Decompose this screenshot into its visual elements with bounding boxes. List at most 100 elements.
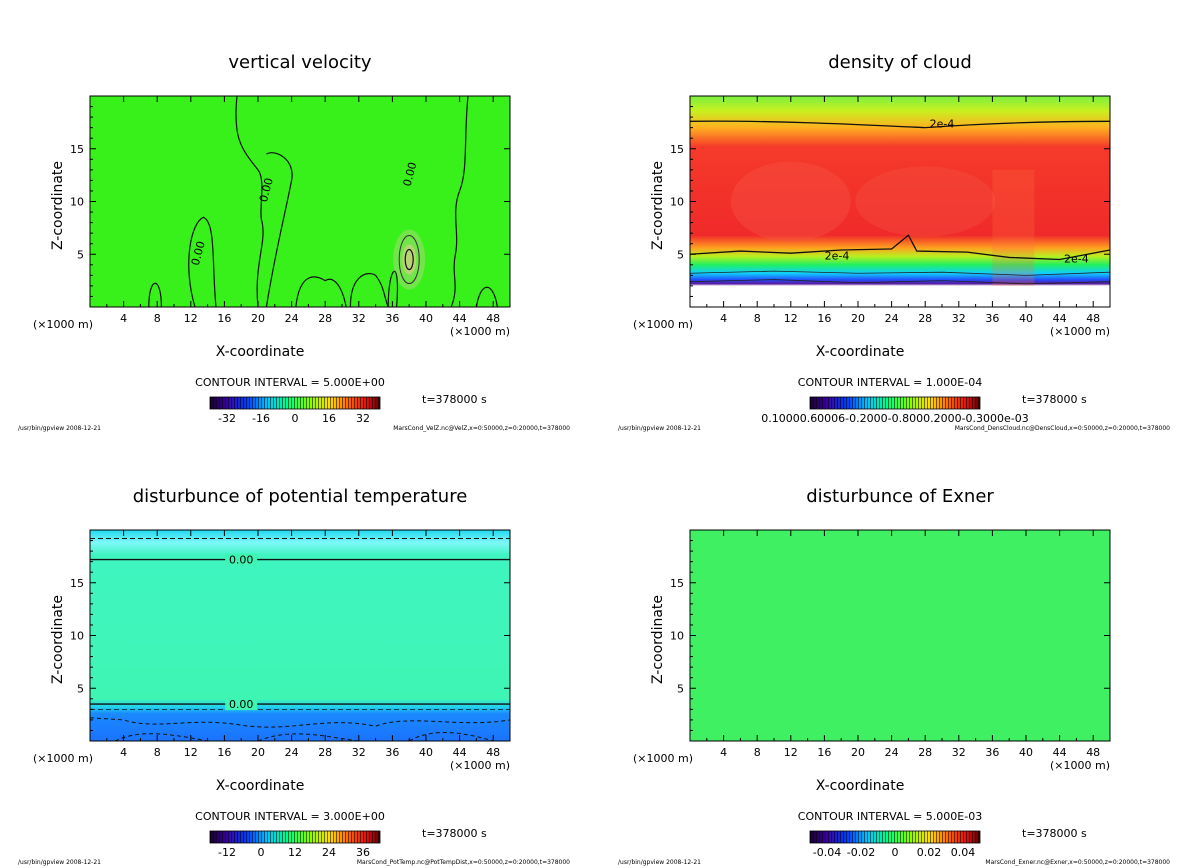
contour-line — [349, 273, 389, 308]
x-tick-label: 4 — [120, 746, 127, 759]
footer-path: /usr/bin/gpview 2008-12-21 — [18, 859, 101, 866]
x-tick-label: 16 — [817, 746, 831, 759]
x-tick-label: 24 — [885, 746, 899, 759]
footer-path: /usr/bin/gpview 2008-12-21 — [618, 859, 701, 866]
x-tick-label: 4 — [120, 312, 127, 325]
x-tick-label: 8 — [154, 746, 161, 759]
x-tick-label: 40 — [1019, 312, 1033, 325]
x-tick-label: 36 — [385, 312, 399, 325]
x-unit-label: (×1000 m) — [1050, 759, 1110, 772]
colorbar-tick-label: -32 — [218, 412, 236, 425]
contour-line — [689, 279, 1111, 285]
y-axis-label: Z-coordinate — [50, 161, 66, 250]
colorbar-tick-label: -0.02 — [847, 846, 875, 859]
colorbar-tick-label: 24 — [322, 846, 336, 859]
x-tick-label: 8 — [754, 312, 761, 325]
y-unit-label: (×1000 m) — [33, 752, 93, 765]
contour-label: 2e-4 — [1064, 252, 1089, 265]
footer-path: /usr/bin/gpview 2008-12-21 — [618, 425, 701, 432]
colorbar-tick-label: 16 — [322, 412, 336, 425]
colorbar-tick-label: 0 — [292, 412, 299, 425]
y-tick-label: 10 — [70, 196, 84, 209]
x-tick-label: 36 — [385, 746, 399, 759]
x-tick-label: 16 — [217, 746, 231, 759]
x-tick-label: 28 — [318, 312, 332, 325]
x-unit-label: (×1000 m) — [450, 325, 510, 338]
x-unit-label: (×1000 m) — [450, 759, 510, 772]
y-tick-label: 15 — [70, 577, 84, 590]
footer-source: MarsCond_PotTemp.nc@PotTempDist,x=0:5000… — [357, 859, 570, 866]
contour-label: 0.00 — [229, 698, 254, 711]
y-tick-label: 5 — [677, 248, 684, 261]
y-tick-label: 5 — [677, 682, 684, 695]
y-tick-label: 5 — [77, 248, 84, 261]
contour-interval: CONTOUR INTERVAL = 5.000E+00 — [195, 376, 385, 389]
x-axis-label: X-coordinate — [816, 778, 905, 794]
footer-source: MarsCond_DensCloud.nc@DensCloud,x=0:5000… — [955, 425, 1170, 432]
time-label: t=378000 s — [1022, 827, 1087, 840]
x-tick-label: 20 — [851, 746, 865, 759]
x-tick-label: 44 — [1053, 312, 1067, 325]
footer-source: MarsCond_VelZ.nc@VelZ,x=0:50000,z=0:2000… — [393, 425, 570, 432]
y-tick-label: 5 — [77, 682, 84, 695]
colorbar-tick-label: 32 — [356, 412, 370, 425]
contour-label: 2e-4 — [825, 249, 850, 262]
colorbar-tick-label: -16 — [252, 412, 270, 425]
colorbar-frame — [209, 396, 381, 410]
contour-interval: CONTOUR INTERVAL = 1.000E-04 — [798, 376, 982, 389]
footer-path: /usr/bin/gpview 2008-12-21 — [18, 425, 101, 432]
footer-source: MarsCond_Exner.nc@Exner,x=0:50000,z=0:20… — [985, 859, 1170, 866]
colorbar-tick-label: -12 — [218, 846, 236, 859]
x-tick-label: 36 — [985, 746, 999, 759]
x-tick-label: 32 — [352, 312, 366, 325]
colorbar-tick-label: 36 — [356, 846, 370, 859]
colorbar-tick-label: 0.10000.60006-0.2000-0.8000.2000-0.3000e… — [761, 412, 1029, 425]
colorbar-frame — [809, 830, 981, 844]
y-unit-label: (×1000 m) — [633, 318, 693, 331]
x-tick-label: 40 — [419, 746, 433, 759]
x-tick-label: 48 — [1086, 746, 1100, 759]
colorbar-tick-label: 0.04 — [951, 846, 976, 859]
updraft-core — [402, 244, 417, 275]
x-tick-label: 36 — [985, 312, 999, 325]
chart-panel-3: disturbunce of potential temperature 0.00… — [18, 486, 570, 866]
colorbar-stripes — [210, 831, 380, 843]
time-label: t=378000 s — [1022, 393, 1087, 406]
y-tick-label: 10 — [70, 630, 84, 643]
plot-field — [690, 530, 1110, 741]
x-tick-label: 20 — [251, 746, 265, 759]
colorbar-tick-label: 0 — [892, 846, 899, 859]
cloud-texture — [992, 169, 1035, 286]
contour-line — [689, 234, 1111, 261]
contour-line — [404, 248, 414, 271]
colorbar-tick-label: 12 — [288, 846, 302, 859]
contour-line — [265, 152, 293, 308]
y-tick-label: 10 — [670, 196, 684, 209]
x-tick-label: 32 — [952, 312, 966, 325]
x-tick-label: 4 — [720, 312, 727, 325]
y-tick-label: 15 — [670, 143, 684, 156]
x-tick-label: 48 — [486, 746, 500, 759]
colorbar-stripes — [810, 831, 980, 843]
x-tick-label: 28 — [318, 746, 332, 759]
x-axis-label: X-coordinate — [816, 344, 905, 360]
time-label: t=378000 s — [422, 393, 487, 406]
x-tick-label: 12 — [184, 312, 198, 325]
x-tick-label: 20 — [251, 312, 265, 325]
contour-interval: CONTOUR INTERVAL = 3.000E+00 — [195, 810, 385, 823]
plot-field — [90, 96, 510, 307]
y-tick-label: 15 — [670, 577, 684, 590]
contour-line — [295, 276, 347, 308]
x-tick-label: 48 — [1086, 312, 1100, 325]
x-tick-label: 8 — [154, 312, 161, 325]
y-axis-label: Z-coordinate — [650, 595, 666, 684]
contour-line — [114, 731, 494, 742]
y-axis-label: Z-coordinate — [650, 161, 666, 250]
y-axis-label: Z-coordinate — [50, 595, 66, 684]
x-tick-label: 40 — [419, 312, 433, 325]
contour-label: 0.00 — [229, 554, 254, 567]
chart-title: vertical velocity — [228, 52, 372, 73]
x-tick-label: 12 — [784, 312, 798, 325]
